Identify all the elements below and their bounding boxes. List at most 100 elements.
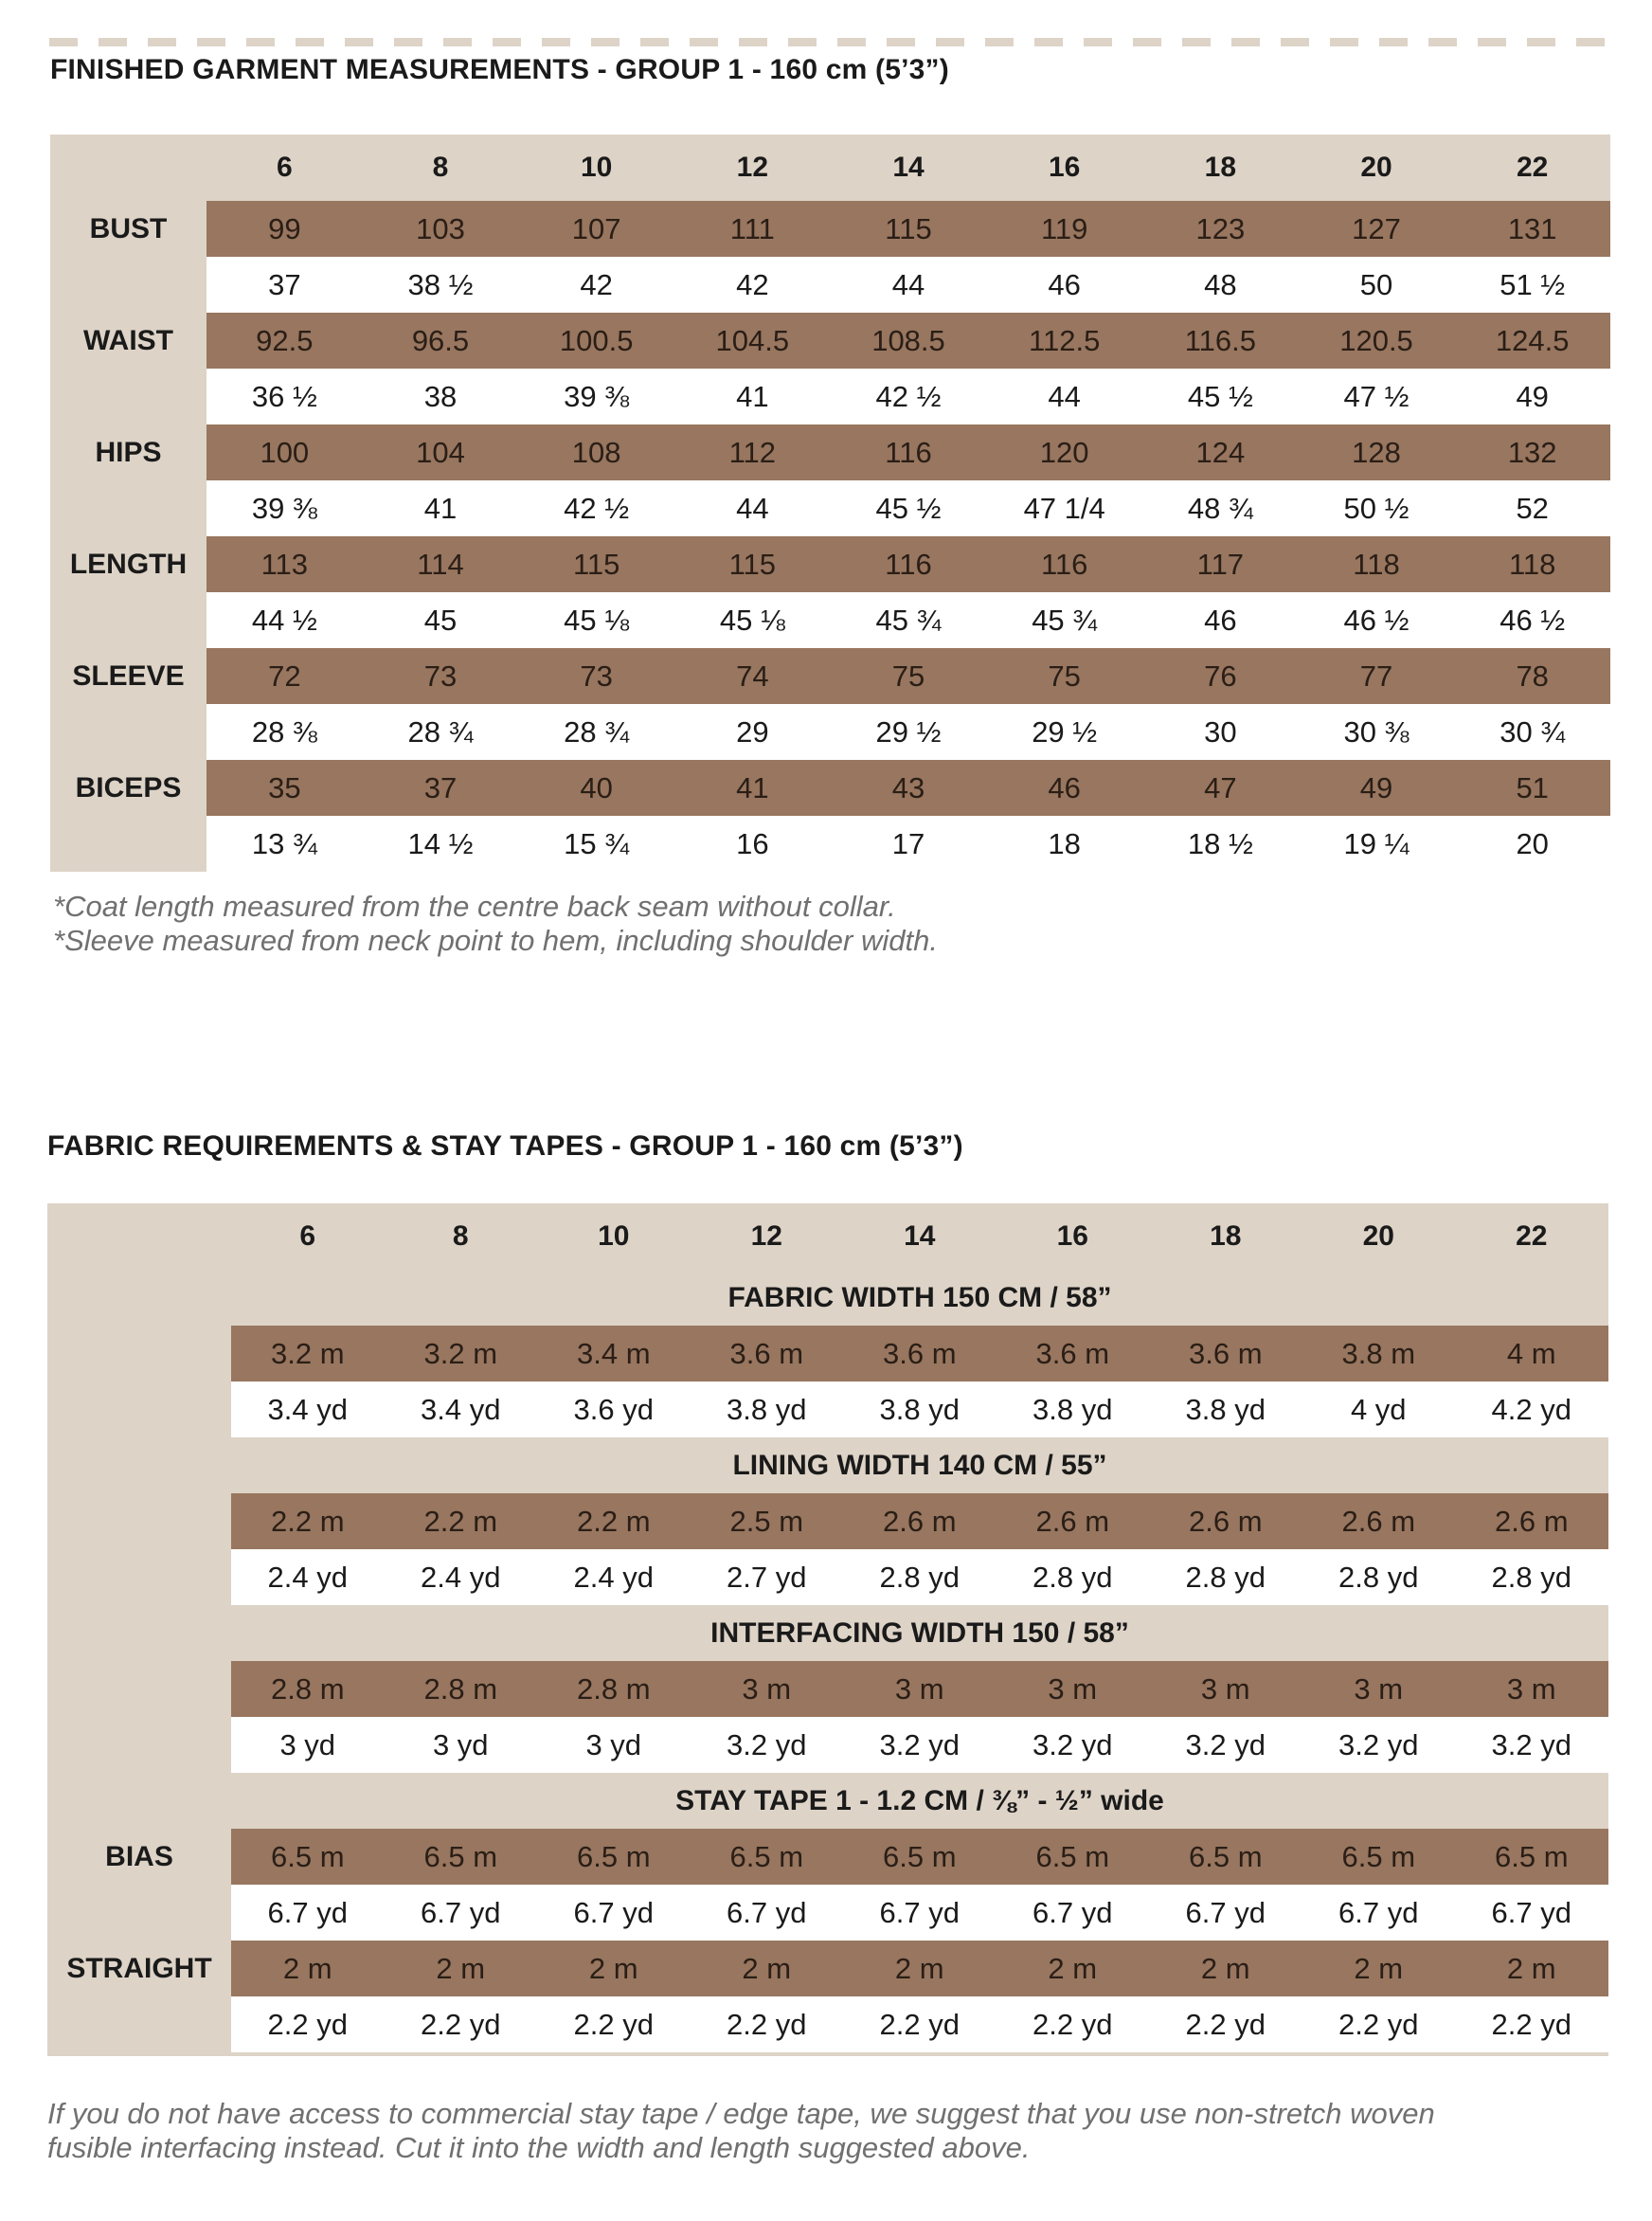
yards-value: 3.2 yd <box>1185 1727 1266 1761</box>
decorative-dashed-rule <box>49 38 1612 46</box>
cm-value: 103 <box>416 211 465 245</box>
cm-value: 113 <box>260 547 309 581</box>
garment-measurements-title: FINISHED GARMENT MEASUREMENTS - GROUP 1 … <box>50 54 949 85</box>
inch-value: 13 ¾ <box>251 826 317 860</box>
metres-value: 3 m <box>894 1671 944 1706</box>
section-heading: INTERFACING WIDTH 150 / 58” <box>710 1616 1129 1649</box>
yards-value: 2.8 yd <box>879 1560 960 1594</box>
cm-value: 72 <box>268 659 301 693</box>
cm-row-band <box>206 536 1610 592</box>
inch-value: 52 <box>1516 491 1549 525</box>
yards-value: 3.6 yd <box>573 1392 654 1426</box>
cm-value: 124.5 <box>1495 323 1570 357</box>
yards-value: 2.8 yd <box>1185 1560 1266 1594</box>
size-header: 14 <box>892 152 925 183</box>
yards-value: 3.2 yd <box>1491 1727 1571 1761</box>
cm-row-band <box>206 313 1610 369</box>
yards-value: 2.8 yd <box>1491 1560 1571 1594</box>
yards-value: 3.8 yd <box>1185 1392 1266 1426</box>
yards-value: 3.2 yd <box>879 1727 960 1761</box>
cm-value: 117 <box>1196 547 1245 581</box>
metres-value: 3.2 m <box>270 1336 345 1370</box>
metres-value: 3.6 m <box>882 1336 957 1370</box>
cm-value: 100 <box>260 435 310 469</box>
cm-value: 100.5 <box>559 323 634 357</box>
size-header: 6 <box>299 1220 316 1252</box>
yards-value: 2.2 yd <box>573 2007 654 2041</box>
metres-value: 6.5 m <box>270 1839 345 1873</box>
metres-row-band <box>231 1326 1608 1381</box>
inch-value: 44 ½ <box>251 603 317 637</box>
cm-value: 131 <box>1507 211 1557 245</box>
metres-value: 6.5 m <box>1188 1839 1263 1873</box>
metres-value: 6.5 m <box>729 1839 804 1873</box>
metres-value: 6.5 m <box>1341 1839 1416 1873</box>
cm-value: 73 <box>580 659 613 693</box>
metres-row-band <box>231 1829 1608 1885</box>
metres-value: 2.8 m <box>270 1671 345 1706</box>
yards-value: 3.2 yd <box>1338 1727 1419 1761</box>
cm-value: 107 <box>571 211 621 245</box>
cm-value: 41 <box>736 770 769 804</box>
cm-value: 112 <box>728 435 777 469</box>
yards-value: 2.4 yd <box>267 1560 348 1594</box>
metres-row-band <box>231 1493 1608 1549</box>
size-header: 16 <box>1048 152 1081 183</box>
size-header: 18 <box>1210 1220 1242 1252</box>
yards-value: 2.8 yd <box>1032 1560 1113 1594</box>
section-heading: LINING WIDTH 140 CM / 55” <box>732 1449 1107 1481</box>
inch-value: 28 ¾ <box>407 714 474 749</box>
inch-value: 45 ¾ <box>1032 603 1098 637</box>
inch-value: 39 ⅜ <box>251 491 317 525</box>
yards-value: 4.2 yd <box>1491 1392 1571 1426</box>
cm-value: 75 <box>1048 659 1081 693</box>
metres-value: 2 m <box>742 1951 792 1985</box>
garment-notes: *Coat length measured from the centre ba… <box>53 890 938 958</box>
yards-value: 2.2 yd <box>1185 2007 1266 2041</box>
yards-row-band <box>231 1996 1608 2052</box>
size-header: 6 <box>276 152 293 183</box>
metres-value: 2.8 m <box>576 1671 651 1706</box>
metres-value: 6.5 m <box>1494 1839 1569 1873</box>
size-header: 22 <box>1516 1220 1548 1252</box>
yards-value: 3.2 yd <box>727 1727 807 1761</box>
metres-value: 6.5 m <box>576 1839 651 1873</box>
yards-value: 2.2 yd <box>727 2007 807 2041</box>
cm-value: 77 <box>1359 659 1393 693</box>
metres-value: 3 m <box>1200 1671 1250 1706</box>
inch-value: 19 ¼ <box>1343 826 1410 860</box>
inch-value: 28 ¾ <box>564 714 630 749</box>
cm-value: 123 <box>1195 211 1246 245</box>
metres-value: 3.6 m <box>729 1336 804 1370</box>
cm-value: 115 <box>572 547 620 581</box>
section-heading: STAY TAPE 1 - 1.2 CM / ⅜” - ½” wide <box>675 1784 1164 1816</box>
cm-value: 46 <box>1048 770 1081 804</box>
cm-row-band <box>206 760 1610 816</box>
inch-value: 28 ⅜ <box>251 714 317 749</box>
yards-value: 2.4 yd <box>421 1560 501 1594</box>
metres-value: 2.6 m <box>1494 1504 1569 1538</box>
yards-value: 2.2 yd <box>267 2007 348 2041</box>
inch-value: 44 <box>736 491 769 525</box>
cm-value: 112.5 <box>1029 323 1101 357</box>
row-label: BUST <box>89 212 168 244</box>
inch-value: 29 <box>736 714 769 749</box>
cm-value: 49 <box>1359 770 1393 804</box>
metres-value: 6.5 m <box>882 1839 957 1873</box>
row-label: WAIST <box>83 324 173 356</box>
cm-value: 116 <box>1040 547 1088 581</box>
cm-value: 111 <box>729 211 775 245</box>
size-header: 22 <box>1517 152 1549 183</box>
metres-row-band <box>231 1661 1608 1717</box>
cm-value: 120.5 <box>1339 323 1413 357</box>
yards-value: 2.2 yd <box>1338 2007 1419 2041</box>
yards-row-band <box>231 1381 1608 1437</box>
section-heading: FABRIC WIDTH 150 CM / 58” <box>727 1281 1112 1313</box>
metres-value: 2.6 m <box>1035 1504 1110 1538</box>
cm-value: 118 <box>1508 547 1556 581</box>
metres-value: 2 m <box>436 1951 486 1985</box>
cm-value: 104.5 <box>715 323 790 357</box>
cm-value: 115 <box>728 547 777 581</box>
inch-value: 42 <box>736 267 769 301</box>
inch-value: 48 <box>1204 267 1237 301</box>
